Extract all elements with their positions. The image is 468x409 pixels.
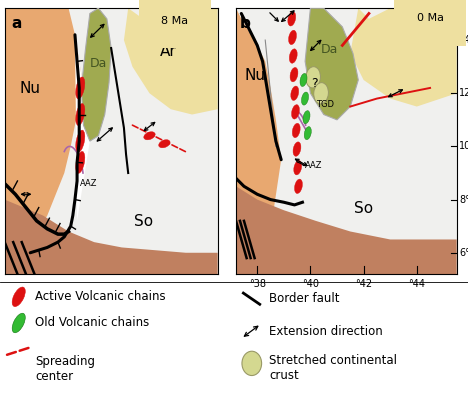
Text: °42: °42 xyxy=(355,279,372,289)
Ellipse shape xyxy=(242,351,262,375)
Text: Da: Da xyxy=(321,43,338,56)
Text: Extension direction: Extension direction xyxy=(269,325,383,338)
Text: 12°: 12° xyxy=(459,88,468,98)
Text: So: So xyxy=(133,214,153,229)
Polygon shape xyxy=(236,187,457,274)
Ellipse shape xyxy=(304,127,311,139)
Text: Stretched continental: Stretched continental xyxy=(269,354,397,367)
Polygon shape xyxy=(124,8,218,115)
Ellipse shape xyxy=(290,67,298,82)
Text: 14°: 14° xyxy=(459,35,468,45)
Text: 10°: 10° xyxy=(459,142,468,151)
Polygon shape xyxy=(81,8,111,141)
Polygon shape xyxy=(5,200,218,274)
Ellipse shape xyxy=(76,151,85,173)
Ellipse shape xyxy=(159,140,170,148)
Text: 6°: 6° xyxy=(459,248,468,258)
Ellipse shape xyxy=(303,111,310,124)
Polygon shape xyxy=(305,8,358,120)
Text: Ar: Ar xyxy=(395,28,412,43)
Ellipse shape xyxy=(294,160,302,175)
Ellipse shape xyxy=(292,105,300,119)
Ellipse shape xyxy=(306,67,321,88)
Ellipse shape xyxy=(300,74,307,86)
Text: Spreading: Spreading xyxy=(35,355,95,368)
Polygon shape xyxy=(351,8,457,106)
Text: b: b xyxy=(240,16,251,31)
Text: °40: °40 xyxy=(302,279,319,289)
Ellipse shape xyxy=(288,11,296,26)
Ellipse shape xyxy=(76,130,85,152)
Polygon shape xyxy=(75,35,90,221)
Text: TGD: TGD xyxy=(316,99,334,108)
Ellipse shape xyxy=(293,142,301,156)
Text: AAZ: AAZ xyxy=(305,160,322,170)
Text: Active Volcanic chains: Active Volcanic chains xyxy=(35,290,166,303)
Ellipse shape xyxy=(289,49,297,63)
Text: 8°: 8° xyxy=(459,195,468,204)
Text: crust: crust xyxy=(269,369,299,382)
Ellipse shape xyxy=(12,287,25,307)
Ellipse shape xyxy=(291,86,299,101)
Ellipse shape xyxy=(76,103,85,126)
Polygon shape xyxy=(5,8,81,274)
Ellipse shape xyxy=(12,313,25,333)
Ellipse shape xyxy=(301,92,308,105)
Text: AAZ: AAZ xyxy=(80,179,98,188)
Ellipse shape xyxy=(144,132,155,140)
Ellipse shape xyxy=(294,179,302,193)
Text: Da: Da xyxy=(90,57,107,70)
Ellipse shape xyxy=(292,123,300,138)
Text: °38: °38 xyxy=(249,279,266,289)
Text: 8 Ma: 8 Ma xyxy=(161,16,189,26)
Text: °44: °44 xyxy=(408,279,425,289)
Ellipse shape xyxy=(76,77,85,99)
Ellipse shape xyxy=(289,30,296,45)
Text: So: So xyxy=(354,201,373,216)
Text: ?: ? xyxy=(311,76,318,90)
Text: Old Volcanic chains: Old Volcanic chains xyxy=(35,317,149,330)
Polygon shape xyxy=(236,8,281,258)
Text: 0 Ma: 0 Ma xyxy=(417,13,444,23)
Text: Border fault: Border fault xyxy=(269,292,340,305)
Text: a: a xyxy=(11,16,22,31)
Text: Nu: Nu xyxy=(20,81,41,96)
Text: center: center xyxy=(35,370,73,383)
Ellipse shape xyxy=(314,83,329,104)
Text: Nu: Nu xyxy=(244,68,265,83)
Text: Ar: Ar xyxy=(160,44,177,59)
